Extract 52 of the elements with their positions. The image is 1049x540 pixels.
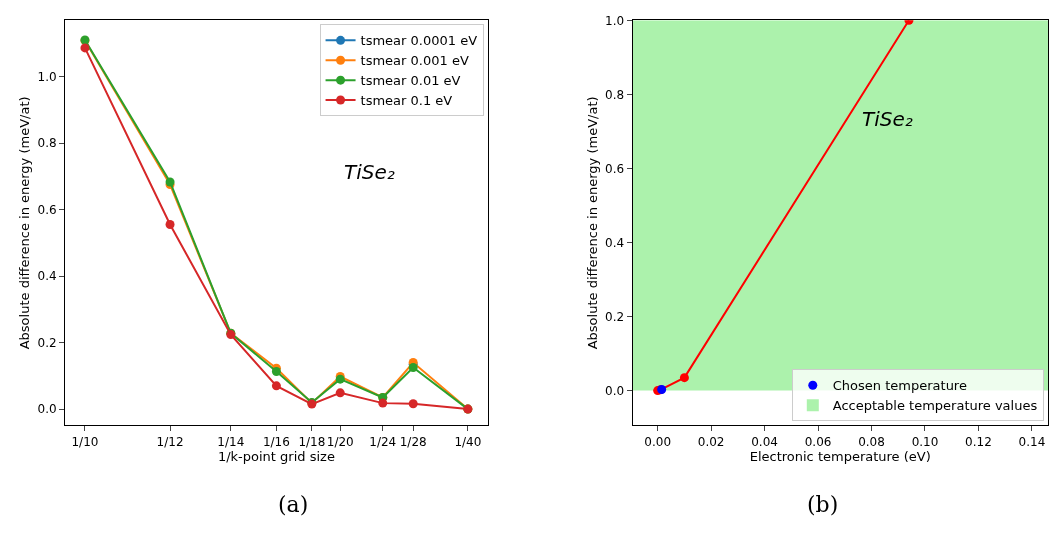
x-tick-label: 0.00 — [644, 434, 672, 449]
legend-label: tsmear 0.0001 eV — [360, 33, 478, 49]
point — [165, 220, 175, 230]
annotation: TiSe₂ — [862, 107, 913, 131]
x-tick-label: 1/40 — [454, 434, 482, 449]
y-tick-label: 0.2 — [37, 335, 57, 350]
x-tick-label: 1/12 — [156, 434, 184, 449]
point — [335, 388, 345, 398]
x-tick-label: 0.12 — [965, 434, 992, 449]
y-tick-label: 0.0 — [37, 402, 57, 417]
y-tick-label: 1.0 — [37, 69, 57, 84]
x-tick-label: 1/18 — [298, 434, 326, 449]
y-axis-title: Absolute difference in energy (meV/at) — [585, 96, 600, 350]
legend-label: Chosen temperature — [832, 378, 967, 394]
x-axis-title: 1/k-point grid size — [217, 449, 335, 465]
x-tick-label: 0.08 — [858, 434, 885, 449]
text: (b) — [807, 492, 839, 517]
point — [80, 43, 90, 53]
x-tick-label: 0.02 — [697, 434, 725, 449]
point — [378, 398, 388, 408]
x-tick-label: 1/16 — [262, 434, 290, 449]
y-tick-label: 0.4 — [37, 269, 57, 284]
y-tick-label: 0.6 — [605, 161, 625, 176]
legend-label: tsmear 0.001 eV — [360, 53, 469, 69]
x-tick-label: 1/20 — [326, 434, 354, 449]
text: (a) — [278, 492, 309, 517]
y-tick-label: 0.0 — [605, 383, 625, 398]
x-tick-label: 1/10 — [71, 434, 99, 449]
x-tick-label: 0.06 — [804, 434, 832, 449]
y-tick-label: 0.8 — [605, 87, 625, 102]
x-tick-label: 0.14 — [1018, 434, 1046, 449]
x-tick-label: 1/24 — [369, 434, 397, 449]
point — [408, 399, 418, 409]
x-axis-title: Electronic temperature (eV) — [749, 449, 931, 465]
x-tick-label: 0.04 — [751, 434, 778, 449]
y-axis-title: Absolute difference in energy (meV/at) — [17, 96, 33, 350]
legend-label: Acceptable temperature values — [832, 398, 1038, 414]
y-tick-label: 0.6 — [37, 202, 57, 217]
legend-label: tsmear 0.01 eV — [360, 73, 461, 89]
x-tick-label: 0.10 — [911, 434, 939, 449]
y-tick-label: 0.8 — [37, 136, 57, 151]
point — [271, 367, 281, 377]
point — [271, 381, 281, 391]
y-tick-label: 1.0 — [605, 13, 625, 28]
y-tick-label: 0.2 — [605, 309, 625, 324]
point — [679, 373, 689, 383]
point — [408, 363, 418, 373]
y-tick-label: 0.4 — [605, 235, 625, 250]
annotation: TiSe₂ — [344, 160, 395, 184]
x-tick-label: 1/28 — [399, 434, 427, 449]
legend-label: tsmear 0.1 eV — [360, 93, 453, 109]
x-tick-label: 1/14 — [217, 434, 245, 449]
